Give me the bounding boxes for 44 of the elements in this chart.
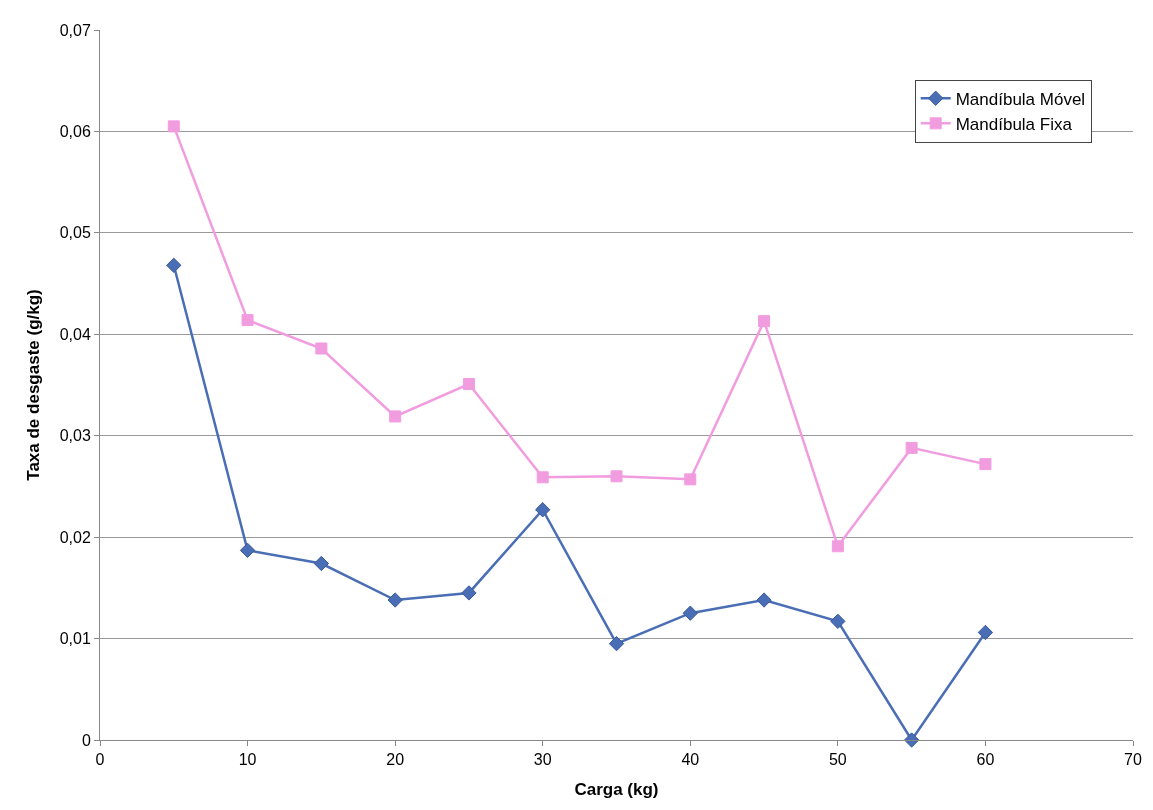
point [831, 540, 844, 553]
point [682, 605, 698, 621]
y-tick-label: 0,03 [59, 427, 91, 445]
y-tick-label: 0 [81, 731, 91, 749]
point [610, 470, 623, 483]
point [315, 342, 328, 355]
point [684, 473, 697, 486]
point [239, 542, 256, 558]
x-tick-label: 10 [238, 751, 257, 769]
legend-label: Mandíbula Fixa [955, 114, 1073, 134]
x-axis-title: Carga (kg) [574, 779, 659, 799]
point [389, 410, 402, 423]
point [313, 555, 330, 572]
y-tick-label: 0,01 [59, 630, 91, 648]
point [905, 441, 918, 454]
x-tick-label: 40 [681, 751, 700, 769]
point [387, 592, 403, 608]
point [756, 592, 772, 608]
point [241, 314, 254, 327]
y-tick-label: 0,06 [59, 123, 91, 141]
x-tick-label: 30 [533, 751, 552, 769]
point [461, 585, 477, 601]
legend-label: Mandíbula Móvel [955, 89, 1086, 109]
point [167, 120, 180, 133]
y-tick-label: 0,02 [59, 528, 91, 546]
point [535, 502, 551, 518]
x-tick-label: 70 [1124, 751, 1142, 769]
point [536, 471, 549, 484]
point [979, 458, 992, 471]
y-axis-title: Taxa de desgaste (g/kg) [24, 289, 44, 481]
x-tick-label: 50 [828, 751, 847, 769]
point [758, 315, 771, 328]
y-tick-label: 0,05 [59, 224, 91, 242]
point [903, 732, 920, 748]
x-tick-label: 20 [386, 751, 405, 769]
x-tick-label: 0 [95, 751, 105, 769]
x-tick-label: 60 [976, 751, 995, 769]
point [608, 635, 625, 652]
y-tick-label: 0,04 [59, 325, 91, 343]
point [166, 257, 182, 273]
point [830, 613, 846, 629]
point [977, 624, 994, 641]
y-tick-label: 0,07 [59, 21, 91, 39]
point [462, 377, 475, 390]
